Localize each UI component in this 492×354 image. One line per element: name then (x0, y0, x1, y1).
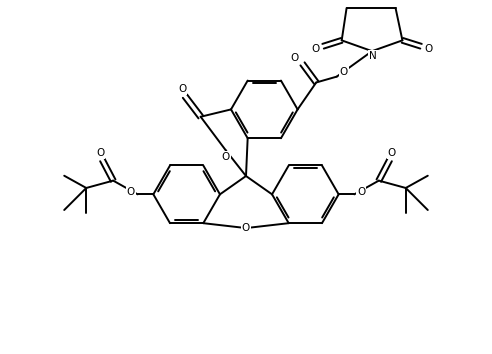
Text: O: O (96, 148, 105, 158)
Text: O: O (179, 84, 186, 94)
Text: O: O (222, 152, 230, 162)
Text: O: O (425, 44, 433, 54)
Text: N: N (369, 51, 377, 61)
Text: O: O (311, 44, 319, 54)
Text: O: O (291, 53, 299, 63)
Text: O: O (127, 187, 135, 197)
Text: O: O (242, 223, 250, 233)
Text: O: O (387, 148, 396, 158)
Text: O: O (357, 187, 365, 197)
Text: O: O (339, 67, 348, 77)
